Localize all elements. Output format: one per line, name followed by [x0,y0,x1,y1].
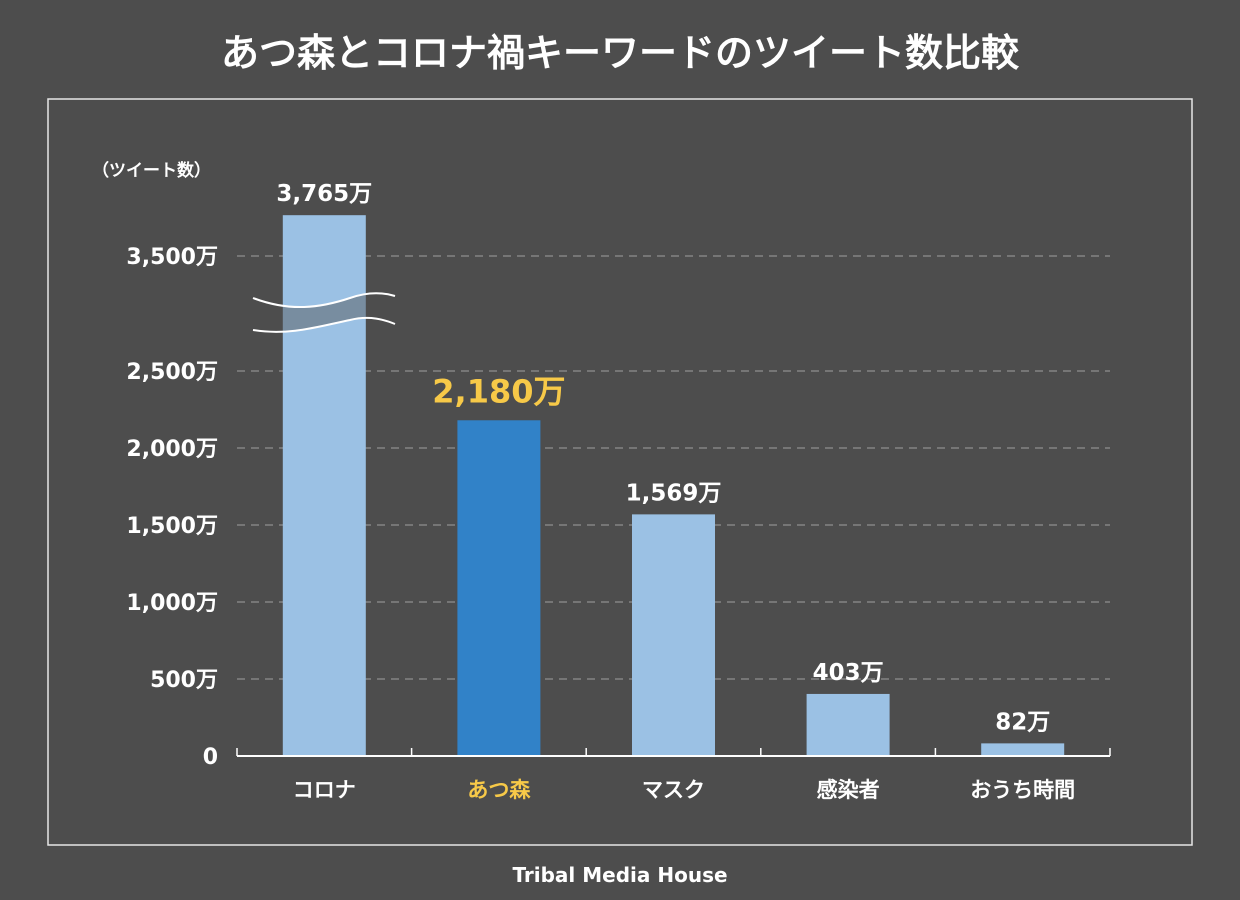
bar [457,420,541,756]
data-label: 82万 [995,709,1050,735]
axis-break-line [252,316,396,333]
y-axis-label: （ツイート数） [92,160,211,181]
x-tick-label: 感染者 [817,778,880,802]
data-label: 3,765万 [276,181,372,207]
y-tick-label: 1,500万 [126,514,218,539]
bar [632,514,715,756]
credit-text: Tribal Media House [512,863,727,887]
data-label: 1,569万 [626,480,722,506]
y-tick-label: 500万 [150,668,218,693]
y-tick-label: 3,500万 [126,245,218,270]
y-tick-label: 2,000万 [126,437,218,462]
x-tick-label: マスク [642,778,705,802]
data-label: 2,180万 [432,372,565,410]
bar [981,743,1065,756]
axis-break-line [252,292,396,309]
chart-frame [47,98,1193,846]
y-tick-label: 0 [203,745,218,770]
x-tick-label: コロナ [293,778,356,802]
data-label: 403万 [813,660,884,686]
x-tick-label: あつ森 [467,778,531,802]
bar [806,693,890,756]
y-tick-label: 1,000万 [126,591,218,616]
x-tick-label: おうち時間 [970,778,1075,802]
y-tick-label: 2,500万 [126,360,218,385]
axis-break-band [253,293,395,332]
chart-title: あつ森とコロナ禍キーワードのツイート数比較 [221,31,1020,75]
